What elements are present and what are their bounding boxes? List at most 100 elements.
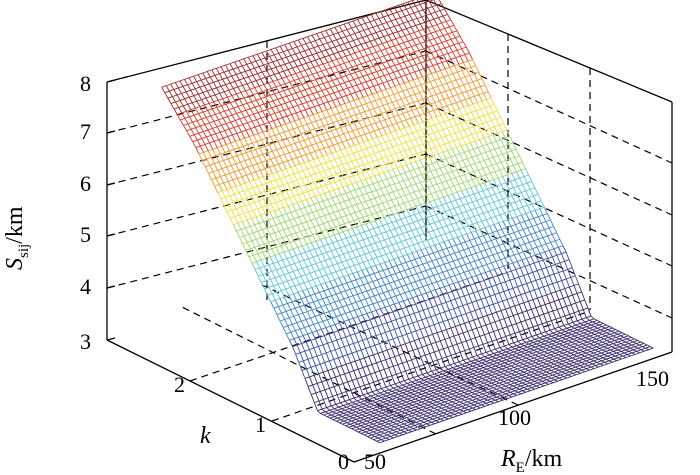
mesh-line-r (378, 271, 383, 279)
mesh-line-r (444, 143, 448, 151)
mesh-line-r (530, 363, 535, 367)
mesh-line-r (476, 406, 481, 409)
mesh-line-r (576, 293, 581, 302)
mesh-line-r (311, 144, 316, 152)
mesh-line-r (428, 386, 433, 389)
mesh-line-r (590, 315, 595, 320)
mesh-line-r (450, 224, 455, 231)
mesh-line-r (608, 329, 612, 332)
mesh-line-r (161, 87, 166, 93)
mesh-line-r (483, 115, 488, 123)
mesh-line-r (301, 64, 306, 71)
mesh-line-r (216, 126, 221, 133)
mesh-line-r (334, 349, 339, 358)
mesh-line-r (309, 295, 314, 303)
mesh-line-r (449, 415, 453, 418)
mesh-line-r (576, 348, 580, 351)
mesh-line-r (293, 41, 298, 48)
mesh-line-r (503, 168, 508, 176)
mesh-line-r (235, 163, 240, 171)
mesh-line-r (440, 280, 445, 287)
mesh-line-r (423, 68, 428, 76)
mesh-line-r (458, 43, 463, 49)
mesh-line-r (353, 343, 358, 352)
mesh-line-r (220, 86, 225, 92)
mesh-line-r (343, 111, 347, 119)
mesh-line-r (362, 56, 367, 63)
mesh-line-r (589, 335, 594, 338)
mesh-line-r (565, 338, 569, 342)
mesh-line-r (505, 227, 510, 235)
mesh-line-r (400, 372, 405, 381)
mesh-line-r (488, 278, 493, 287)
mesh-line-r (427, 363, 432, 372)
mesh-line-r (519, 354, 524, 357)
mesh-line-r (383, 16, 388, 23)
mesh-line-r (465, 286, 470, 295)
mesh-line-r (370, 403, 375, 406)
mesh-line-r (515, 379, 520, 382)
mesh-line-r (628, 343, 632, 346)
mesh-line-r (522, 229, 527, 237)
mesh-line-r (389, 357, 394, 367)
mesh-line-r (368, 356, 373, 365)
mesh-line-r (265, 116, 270, 123)
mesh-line-r (433, 400, 438, 403)
mesh-line-r (326, 416, 331, 419)
mesh-line-r (379, 286, 384, 293)
mesh-line-r (480, 299, 485, 308)
mesh-line-r (472, 104, 477, 111)
mesh-line-r (515, 363, 519, 367)
mesh-line-r (456, 343, 461, 353)
mesh-line-r (257, 275, 262, 283)
mesh-line-r (259, 105, 263, 112)
mesh-line-r (293, 151, 298, 158)
mesh-line-r (275, 224, 280, 232)
mesh-line-r (380, 30, 385, 37)
mesh-line-r (550, 320, 555, 329)
mesh-line-r (345, 364, 350, 373)
mesh-line-r (284, 221, 289, 229)
mesh-line-r (408, 81, 413, 89)
mesh-line-r (528, 174, 533, 182)
mesh-line-r (484, 107, 489, 115)
mesh-line-r (380, 166, 385, 173)
mesh-line-r (319, 363, 324, 373)
mesh-line-r (321, 51, 325, 58)
mesh-line-r (533, 357, 538, 360)
mesh-line-r (596, 319, 601, 323)
mesh-line-r (464, 241, 469, 249)
mesh-line-r (498, 245, 503, 252)
mesh-line-r (474, 378, 478, 381)
mesh-line-r (472, 381, 477, 384)
mesh-line-r (366, 148, 371, 156)
mesh-line-r (439, 123, 444, 130)
mesh-line-r (484, 398, 488, 401)
mesh-line-r (573, 354, 577, 357)
mesh-line-r (339, 104, 344, 112)
mesh-line-r (216, 87, 221, 94)
mesh-line-r (462, 332, 467, 342)
mesh-line-r (332, 287, 337, 295)
mesh-line-r (517, 286, 522, 295)
mesh-line-r (269, 256, 274, 264)
mesh-line-r (207, 173, 212, 180)
mesh-line-r (244, 160, 249, 168)
mesh-line-r (478, 192, 482, 199)
mesh-line-r (420, 249, 425, 257)
mesh-line-r (541, 323, 546, 333)
mesh-line-r (449, 89, 454, 97)
top-edge-right (425, 0, 673, 103)
mesh-line-r (542, 362, 547, 365)
mesh-line-r (323, 268, 328, 276)
mesh-line-r (538, 288, 543, 297)
mesh-line-r (346, 185, 351, 192)
mesh-line-r (342, 383, 347, 392)
mesh-line-r (462, 137, 467, 145)
mesh-line-r (360, 157, 365, 165)
mesh-line-r (352, 425, 357, 428)
mesh-line-r (482, 213, 487, 220)
mesh-line-r (399, 294, 404, 302)
mesh-line-r (555, 360, 559, 363)
mesh-line-r (193, 134, 198, 141)
